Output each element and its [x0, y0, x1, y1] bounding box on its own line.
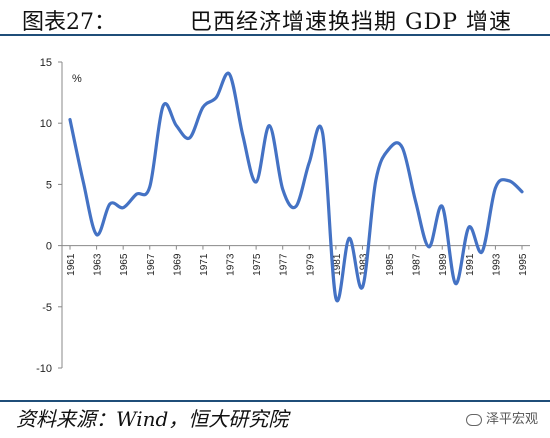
chart-title: 巴西经济增速换挡期 GDP 增速: [190, 10, 513, 35]
y-tick-label: -5: [42, 302, 52, 314]
x-tick-label: 1995: [518, 253, 529, 276]
x-tick-label: 1975: [252, 253, 263, 276]
x-tick-label: 1989: [438, 253, 449, 276]
x-tick-label: 1983: [358, 253, 369, 276]
source-note: 资料来源：Wind，恒大研究院: [16, 407, 289, 431]
x-tick-label: 1979: [305, 253, 316, 276]
gdp-growth-line: [68, 71, 524, 303]
y-tick-label: 10: [40, 118, 52, 130]
y-tick-label: 15: [40, 57, 52, 69]
x-tick-label: 1993: [491, 253, 502, 276]
x-tick-label: 1987: [412, 253, 423, 276]
chart-area: -10 -5 0 5 10 15 1961 1963 1965 1967 1969 1971 1973 1…: [0, 36, 550, 400]
x-tick-label: 1977: [279, 253, 290, 276]
x-tick-label: 1963: [93, 253, 104, 276]
x-tick-label: 1981: [332, 253, 343, 276]
x-tick-label: 1969: [172, 253, 183, 276]
x-tick-label: 1965: [119, 253, 130, 276]
y-tick-label: 0: [46, 241, 52, 253]
x-tick-label: 1985: [385, 253, 396, 276]
watermark-text: 泽平宏观: [485, 412, 538, 427]
figure-number: 图表27：: [22, 10, 116, 35]
footer-divider: [0, 400, 550, 402]
x-tick-label: 1971: [199, 253, 210, 276]
x-tick-label: 1967: [146, 253, 157, 276]
watermark: 泽平宏观: [465, 408, 538, 427]
y-tick-label: 5: [46, 179, 52, 191]
x-tick-label: 1973: [226, 253, 237, 276]
wechat-icon: [465, 413, 482, 426]
y-tick-label: -10: [36, 363, 52, 375]
x-tick-label: 1991: [465, 253, 476, 276]
title-bar: 图表27： 巴西经济增速换挡期 GDP 增速: [0, 0, 550, 36]
gdp-growth-chart: -10 -5 0 5 10 15 1961 1963 1965 1967 1969 1971 1973 1…: [36, 57, 530, 375]
y-unit-label: %: [72, 73, 82, 85]
x-tick-label: 1961: [66, 253, 77, 276]
